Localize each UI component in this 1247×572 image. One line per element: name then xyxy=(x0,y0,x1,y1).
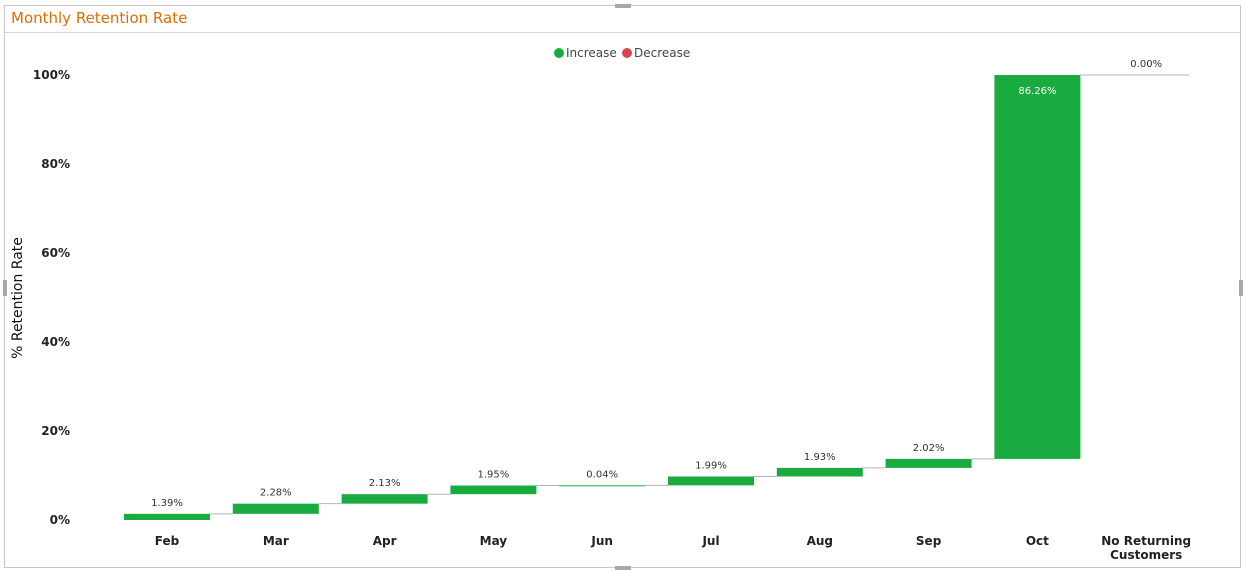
legend-label-decrease: Decrease xyxy=(634,46,690,60)
y-tick-label: 20% xyxy=(41,424,70,438)
x-tick-label: Sep xyxy=(916,534,942,548)
x-tick-label: Customers xyxy=(1110,548,1182,562)
resize-handle-bottom[interactable] xyxy=(615,566,631,570)
data-label: 0.04% xyxy=(586,469,618,480)
x-tick-label: Jun xyxy=(590,534,613,548)
data-label: 1.95% xyxy=(478,470,510,481)
bar-sep[interactable] xyxy=(885,458,972,468)
resize-handle-top[interactable] xyxy=(615,4,631,8)
x-tick-label: No Returning xyxy=(1101,534,1191,548)
legend-label-increase: Increase xyxy=(566,46,617,60)
x-tick-label: Oct xyxy=(1026,534,1049,548)
y-axis-title: % Retention Rate xyxy=(10,237,26,359)
bar-aug[interactable] xyxy=(776,467,863,477)
data-label: 1.39% xyxy=(151,498,183,509)
bar-may[interactable] xyxy=(450,485,537,495)
bar-jul[interactable] xyxy=(668,476,754,486)
bar-oct[interactable] xyxy=(994,75,1081,459)
y-tick-label: 60% xyxy=(41,246,70,260)
resize-handle-right[interactable] xyxy=(1239,280,1243,296)
x-tick-label: Aug xyxy=(807,534,833,548)
bar-jun[interactable] xyxy=(559,485,646,487)
bar-apr[interactable] xyxy=(341,494,428,504)
data-label: 1.93% xyxy=(804,452,836,463)
data-labels: 1.39% 2.28% 2.13% 1.95% 0.04% 1.99% 1.93% 2.02%… xyxy=(151,59,1162,509)
x-tick-label: Feb xyxy=(155,534,180,548)
y-tick-label: 100% xyxy=(33,68,70,82)
y-axis-ticks: 0% 20% 40% 60% 80% 100% xyxy=(33,68,70,527)
visual-header: Monthly Retention Rate xyxy=(5,6,1240,33)
data-label: 2.13% xyxy=(369,478,401,489)
x-tick-label: Apr xyxy=(373,534,397,548)
legend-marker-decrease xyxy=(622,48,632,58)
bars xyxy=(124,75,1081,520)
data-label: 86.26% xyxy=(1018,86,1056,97)
x-tick-label: Jul xyxy=(701,534,719,548)
x-tick-label: Mar xyxy=(263,534,289,548)
data-label: 2.02% xyxy=(913,443,945,454)
data-label: 1.99% xyxy=(695,460,727,471)
x-tick-label: May xyxy=(480,534,508,548)
legend-marker-increase xyxy=(554,48,564,58)
x-axis-labels: Feb Mar Apr May Jun Jul Aug Sep Oct No ReturningC… xyxy=(155,534,1191,562)
bar-mar[interactable] xyxy=(232,503,319,514)
legend: Increase Decrease xyxy=(554,46,690,60)
visual-title: Monthly Retention Rate xyxy=(11,9,188,27)
connector-lines xyxy=(210,74,1190,515)
data-label: 2.28% xyxy=(260,488,292,499)
bar-feb[interactable] xyxy=(124,513,210,520)
resize-handle-left[interactable] xyxy=(3,280,7,296)
y-tick-label: 40% xyxy=(41,335,70,349)
data-label: 0.00% xyxy=(1130,59,1162,70)
y-tick-label: 0% xyxy=(50,513,70,527)
y-tick-label: 80% xyxy=(41,157,70,171)
